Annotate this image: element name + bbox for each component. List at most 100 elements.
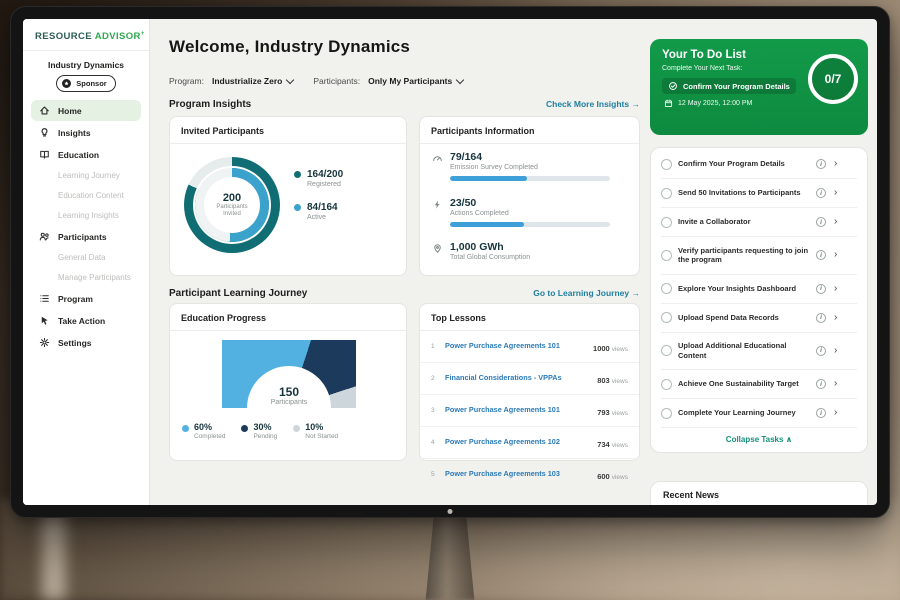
progress-bar <box>450 176 610 181</box>
program-filter-label: Program: <box>169 76 204 86</box>
stat-emission-survey: 79/164 Emission Survey Completed <box>432 151 627 181</box>
legend-item-completed: 60% Completed <box>182 422 225 440</box>
legend-dot <box>293 425 300 432</box>
chevron-up-icon: ∧ <box>786 435 793 444</box>
program-select[interactable]: Industrialize Zero <box>212 76 293 86</box>
task-checkbox[interactable] <box>661 250 672 261</box>
gear-icon <box>39 337 51 348</box>
task-checkbox[interactable] <box>661 312 672 323</box>
task-checkbox[interactable] <box>661 283 672 294</box>
chevron-right-icon[interactable]: › <box>834 284 837 294</box>
participants-select[interactable]: Only My Participants <box>368 76 463 86</box>
sidebar-item-learning-journey[interactable]: Learning Journey <box>31 166 141 185</box>
sponsor-label: Sponsor <box>76 79 106 88</box>
sidebar-item-take-action[interactable]: Take Action <box>31 310 141 331</box>
chevron-right-icon[interactable]: › <box>834 188 837 198</box>
lesson-link[interactable]: Power Purchase Agreements 102 <box>445 438 591 446</box>
bolt-icon <box>432 199 443 210</box>
info-icon[interactable]: i <box>816 188 826 198</box>
sidebar-item-manage-participants[interactable]: Manage Participants <box>31 268 141 287</box>
sidebar-item-program[interactable]: Program <box>31 288 141 309</box>
task-checkbox[interactable] <box>661 188 672 199</box>
page-title: Welcome, Industry Dynamics <box>169 37 410 57</box>
sidebar-item-settings[interactable]: Settings <box>31 332 141 353</box>
todo-task[interactable]: Confirm Your Program Details i› <box>661 150 857 179</box>
collapse-tasks-button[interactable]: Collapse Tasks ∧ <box>661 428 857 450</box>
background-light-strip <box>42 505 66 600</box>
sidebar-item-learning-insights[interactable]: Learning Insights <box>31 206 141 225</box>
info-icon[interactable]: i <box>816 159 826 169</box>
chevron-right-icon[interactable]: › <box>834 379 837 389</box>
filter-bar: Program: Industrialize Zero Participants… <box>169 76 475 86</box>
info-icon[interactable]: i <box>816 284 826 294</box>
info-icon[interactable]: i <box>816 346 826 356</box>
lesson-row: 5 Power Purchase Agreements 103 600views <box>420 459 639 490</box>
invited-donut-inner: 200 Participants Invited <box>195 168 269 242</box>
task-checkbox[interactable] <box>661 379 672 390</box>
power-led <box>448 509 453 514</box>
lesson-row: 4 Power Purchase Agreements 102 734views <box>420 427 639 459</box>
legend-item-active: 84/164 Active <box>294 202 343 221</box>
lesson-link[interactable]: Power Purchase Agreements 101 <box>445 342 587 350</box>
todo-summary-card: Your To Do List Complete Your Next Task:… <box>650 39 868 135</box>
logo-text-advisor: ADVISOR+ <box>95 31 145 42</box>
education-gauge-wrap: 150 Participants <box>222 340 356 408</box>
task-checkbox[interactable] <box>661 217 672 228</box>
task-checkbox[interactable] <box>661 159 672 170</box>
monitor: RESOURCE ADVISOR+ Industry Dynamics Spon… <box>10 6 890 518</box>
todo-task[interactable]: Complete Your Learning Journey i› <box>661 399 857 428</box>
todo-task-list: Confirm Your Program Details i› Send 50 … <box>650 147 868 453</box>
todo-task[interactable]: Upload Spend Data Records i› <box>661 304 857 333</box>
lesson-link[interactable]: Power Purchase Agreements 103 <box>445 470 591 478</box>
sidebar-item-general-data[interactable]: General Data <box>31 248 141 267</box>
info-progress-fill <box>450 222 524 227</box>
task-checkbox[interactable] <box>661 345 672 356</box>
chevron-right-icon[interactable]: › <box>834 217 837 227</box>
program-insights-section-header: Program Insights Check More Insights → <box>169 99 640 113</box>
sponsor-badge[interactable]: Sponsor <box>56 75 115 92</box>
info-icon[interactable]: i <box>816 250 826 260</box>
todo-task[interactable]: Verify participants requesting to join t… <box>661 237 857 275</box>
lesson-link[interactable]: Power Purchase Agreements 101 <box>445 406 591 414</box>
todo-task[interactable]: Explore Your Insights Dashboard i› <box>661 275 857 304</box>
chevron-right-icon[interactable]: › <box>834 250 837 260</box>
legend-item-pending: 30% Pending <box>241 422 277 440</box>
info-icon[interactable]: i <box>816 408 826 418</box>
chevron-right-icon[interactable]: › <box>834 159 837 169</box>
chevron-right-icon[interactable]: › <box>834 313 837 323</box>
todo-task[interactable]: Invite a Collaborator i› <box>661 208 857 237</box>
info-icon[interactable]: i <box>816 217 826 227</box>
sidebar-item-education[interactable]: Education <box>31 144 141 165</box>
info-icon[interactable]: i <box>816 313 826 323</box>
sidebar-item-education-content[interactable]: Education Content <box>31 186 141 205</box>
info-icon[interactable]: i <box>816 379 826 389</box>
sidebar-item-insights[interactable]: Insights <box>31 122 141 143</box>
learning-journey-section-header: Participant Learning Journey Go to Learn… <box>169 288 640 302</box>
sidebar-item-home[interactable]: Home <box>31 100 141 121</box>
education-progress-card: Education Progress 150 Participants 60% … <box>169 303 407 461</box>
book-icon <box>39 149 51 160</box>
invited-donut-outer: 200 Participants Invited <box>184 157 280 253</box>
progress-bar <box>450 222 610 227</box>
todo-task[interactable]: Achieve One Sustainability Target i› <box>661 370 857 399</box>
gauge-center: 150 Participants <box>222 385 356 408</box>
legend-item-not-started: 10% Not Started <box>293 422 338 440</box>
legend-dot <box>182 425 189 432</box>
sidebar-item-participants[interactable]: Participants <box>31 226 141 247</box>
todo-task[interactable]: Upload Additional Educational Content i› <box>661 333 857 371</box>
chevron-right-icon[interactable]: › <box>834 408 837 418</box>
card-title: Top Lessons <box>420 304 639 331</box>
pin-icon <box>432 243 443 254</box>
lesson-link[interactable]: Financial Considerations - VPPAs <box>445 374 591 382</box>
arrow-right-icon: → <box>632 288 641 298</box>
todo-task[interactable]: Send 50 Invitations to Participants i› <box>661 179 857 208</box>
task-checkbox[interactable] <box>661 408 672 419</box>
chevron-right-icon[interactable]: › <box>834 346 837 356</box>
home-icon <box>39 105 51 116</box>
next-task[interactable]: Confirm Your Program Details <box>662 78 796 94</box>
check-more-insights-link[interactable]: Check More Insights → <box>546 99 640 109</box>
participants-filter-label: Participants: <box>313 76 360 86</box>
chevron-down-icon <box>456 76 464 84</box>
recent-news-header[interactable]: Recent News <box>650 481 868 505</box>
go-to-learning-journey-link[interactable]: Go to Learning Journey → <box>533 288 640 298</box>
